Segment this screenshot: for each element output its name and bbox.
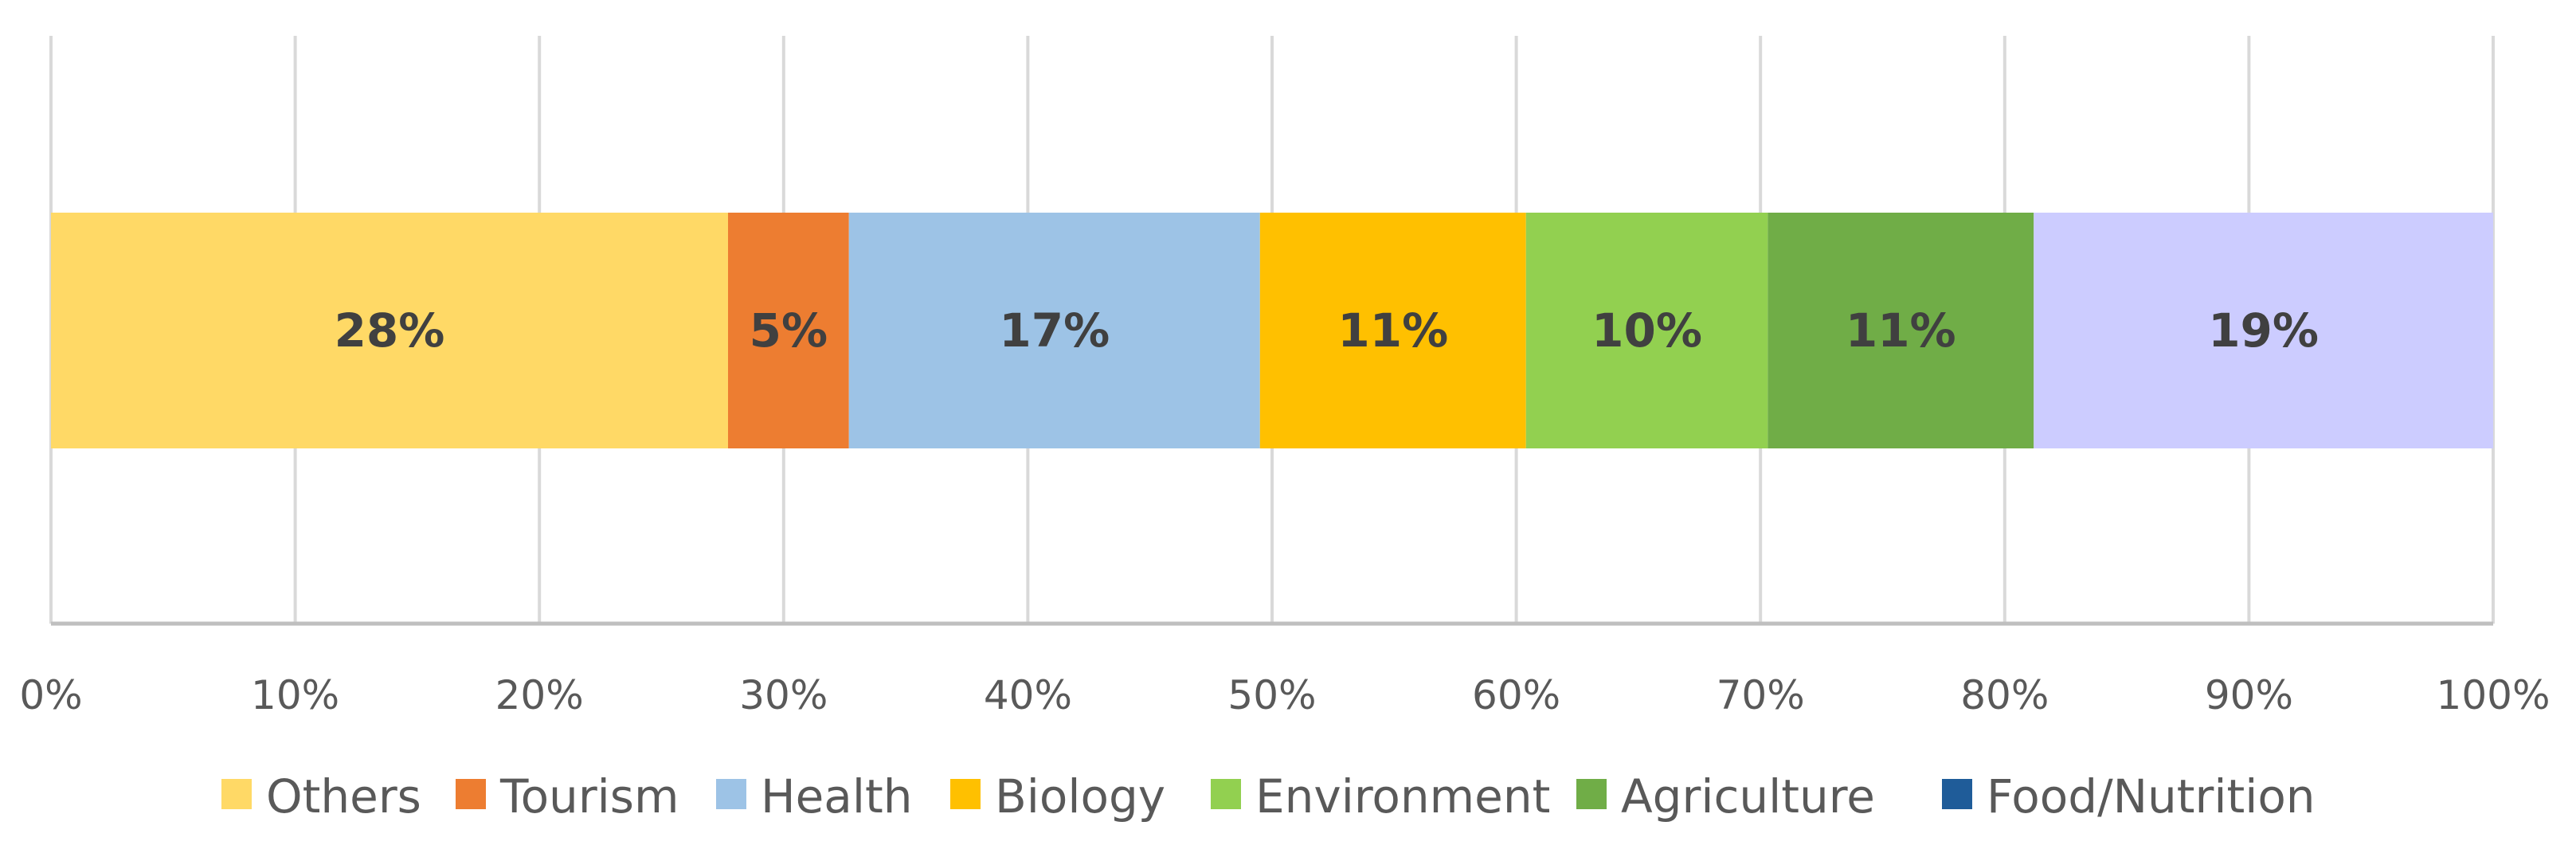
- data-label: 28%: [335, 303, 445, 358]
- legend-swatch: [950, 779, 981, 809]
- bar-segment: [1259, 213, 1526, 448]
- x-axis: 0% 10% 20% 30% 40% 50% 60% 70% 80% 90% 100%: [19, 621, 2551, 718]
- legend-label: Health: [761, 769, 912, 824]
- data-labels: 28% 5% 17% 11% 10% 11% 19%: [335, 303, 2319, 358]
- x-tick-label: 90%: [2205, 672, 2293, 718]
- data-label: 5%: [750, 303, 828, 358]
- bar-segment: [2034, 213, 2493, 448]
- bar-segments: [51, 213, 2493, 448]
- data-label: 11%: [1337, 303, 1448, 358]
- legend-item: Agriculture: [1576, 769, 1875, 824]
- legend-item: Biology: [950, 769, 1165, 824]
- legend-label: Environment: [1255, 769, 1550, 824]
- x-tick-label: 70%: [1717, 672, 1805, 718]
- legend-item: Environment: [1211, 769, 1550, 824]
- bar-segment: [1768, 213, 2034, 448]
- bar-segment: [727, 213, 849, 448]
- legend-swatch: [221, 779, 252, 809]
- data-label: 11%: [1846, 303, 1956, 358]
- legend-item: Others: [221, 769, 421, 824]
- legend-item: Tourism: [456, 769, 679, 824]
- legend-label: Tourism: [499, 769, 679, 824]
- legend-swatch: [1576, 779, 1607, 809]
- legend: Others Tourism Health Biology Environment Agr…: [221, 769, 2316, 824]
- legend-label: Others: [266, 769, 421, 824]
- data-label: 19%: [2208, 303, 2319, 358]
- legend-swatch: [456, 779, 486, 809]
- legend-swatch: [1942, 779, 1972, 809]
- legend-swatch: [716, 779, 746, 809]
- x-tick-label: 40%: [984, 672, 1072, 718]
- x-tick-label: 10%: [251, 672, 339, 718]
- x-tick-label: 60%: [1472, 672, 1560, 718]
- legend-label: Biology: [995, 769, 1165, 824]
- legend-swatch: [1211, 779, 1241, 809]
- bar-segment: [51, 213, 728, 448]
- bar-segment: [848, 213, 1260, 448]
- legend-item: Health: [716, 769, 912, 824]
- x-tick-label: 30%: [739, 672, 828, 718]
- data-label: 17%: [999, 303, 1110, 358]
- bar-segment: [1525, 213, 1768, 448]
- legend-label: Food/Nutrition: [1987, 769, 2316, 824]
- x-tick-label: 80%: [1960, 672, 2049, 718]
- x-tick-label: 20%: [495, 672, 584, 718]
- x-tick-label: 50%: [1227, 672, 1316, 718]
- legend-item: Food/Nutrition: [1942, 769, 2316, 824]
- x-tick-label: 0%: [19, 672, 82, 718]
- data-label: 10%: [1591, 303, 1702, 358]
- x-tick-label: 100%: [2437, 672, 2551, 718]
- legend-label: Agriculture: [1621, 769, 1875, 824]
